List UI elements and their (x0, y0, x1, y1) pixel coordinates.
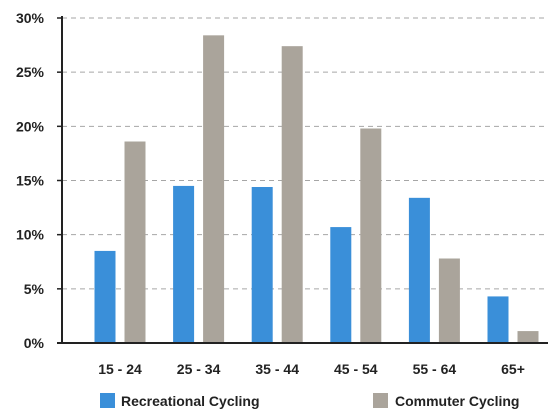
x-tick-label: 55 - 64 (413, 361, 457, 377)
legend-label: Recreational Cycling (121, 393, 260, 409)
bar-recreational-3 (330, 227, 352, 343)
bar-recreational-1 (173, 185, 195, 343)
x-tick-label: 35 - 44 (255, 361, 299, 377)
x-tick-label: 15 - 24 (98, 361, 142, 377)
legend-label: Commuter Cycling (395, 393, 519, 409)
bars (94, 35, 539, 344)
bar-commuter-3 (360, 128, 382, 343)
bar-commuter-0 (124, 141, 146, 343)
legend: Recreational Cycling Commuter Cycling (100, 393, 519, 409)
x-tick-label: 25 - 34 (177, 361, 221, 377)
bar-recreational-0 (94, 250, 116, 343)
bar-commuter-2 (281, 46, 303, 344)
legend-swatch (373, 393, 388, 408)
y-tick-label: 5% (24, 281, 45, 297)
bar-commuter-5 (517, 331, 539, 343)
y-tick-label: 15% (16, 173, 45, 189)
bar-recreational-2 (251, 187, 273, 343)
y-tick-label: 10% (16, 227, 45, 243)
bar-recreational-4 (408, 197, 430, 343)
y-tick-label: 0% (24, 335, 45, 351)
legend-swatch (100, 393, 115, 408)
x-tick-label: 65+ (501, 361, 525, 377)
bar-commuter-4 (438, 258, 460, 343)
axes (57, 16, 548, 344)
y-tick-label: 20% (16, 118, 45, 134)
bar-recreational-5 (487, 296, 509, 343)
y-tick-label: 25% (16, 64, 45, 80)
x-tick-label: 45 - 54 (334, 361, 378, 377)
y-tick-label: 30% (16, 10, 45, 26)
x-tick-labels: 15 - 24 25 - 34 35 - 44 45 - 54 55 - 64 65+ (98, 361, 525, 377)
y-tick-labels: 0% 5% 10% 15% 20% 25% 30% (16, 10, 45, 351)
bar-commuter-1 (203, 35, 225, 343)
